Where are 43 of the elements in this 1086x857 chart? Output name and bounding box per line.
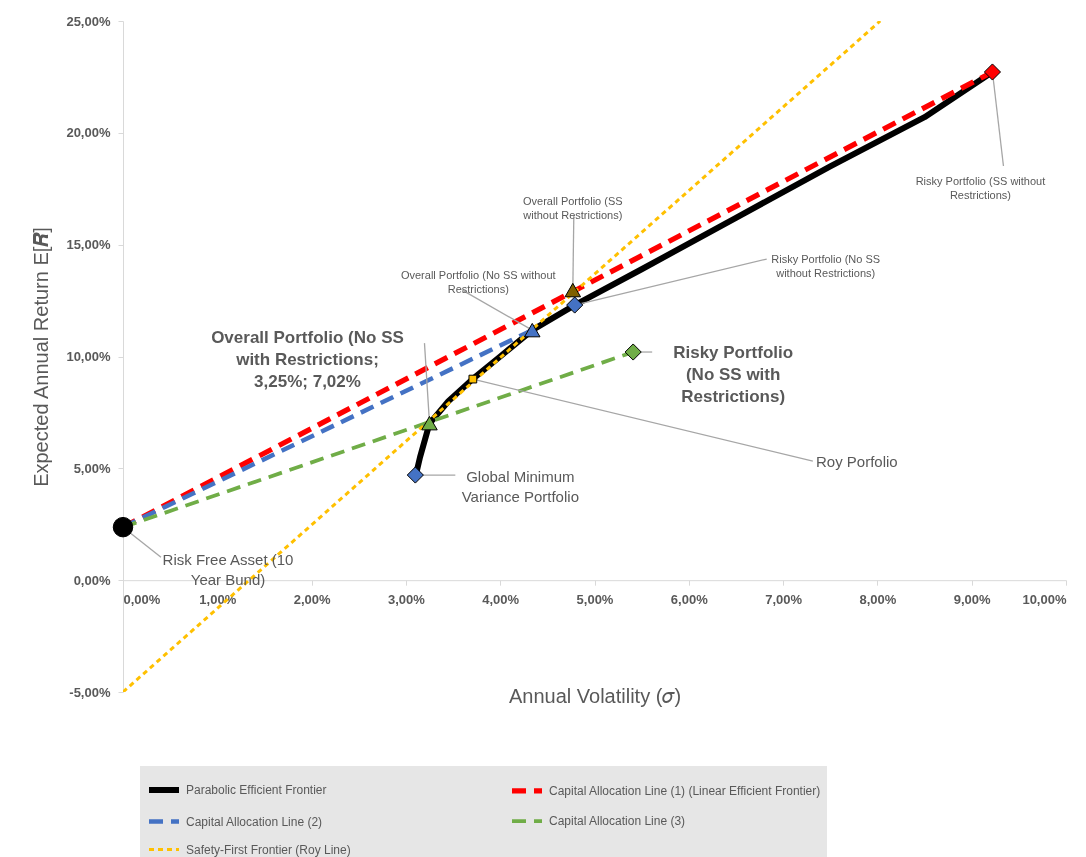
y-tick-label: 25,00%	[66, 13, 111, 29]
annotation: Overall Portfolio (No SS without Restrictions)	[400, 269, 556, 296]
y-tick-label: 20,00%	[66, 125, 111, 141]
x-tick-label: 7,00%	[765, 591, 803, 607]
y-axis-title: Expected Annual Return E[𝑹]	[30, 227, 53, 487]
x-tick-label: 6,00%	[670, 591, 709, 607]
y-tick-label: 0,00%	[73, 572, 111, 588]
x-tick-label: 10,00%	[1022, 591, 1067, 607]
annotation: Risky Portfolio (SS without Restrictions)	[915, 175, 1046, 202]
legend-label: Parabolic Efficient Frontier	[186, 783, 327, 797]
point	[421, 415, 438, 431]
legend-label: Capital Allocation Line (2)	[186, 814, 323, 829]
annotation: Risky Portfolio (No SS with Restrictions)	[673, 343, 794, 407]
annotation: Roy Porfolio	[816, 453, 898, 471]
point	[524, 322, 541, 338]
x-tick-label: 2,00%	[293, 591, 331, 607]
x-tick-label: 3,00%	[387, 591, 426, 607]
y-tick-label: 5,00%	[73, 460, 111, 476]
annotation: Overall Portfolio (No SS with Restrictions; 3,25%; 7,02%	[211, 328, 404, 392]
annotation: Global Minimum Variance Portfolio	[461, 468, 579, 505]
point	[624, 343, 642, 361]
y-tick-label: 15,00%	[66, 237, 111, 253]
x-tick-label: 4,00%	[482, 591, 520, 607]
x-tick-label: 0,00%	[123, 591, 161, 607]
point	[566, 296, 584, 314]
point	[112, 516, 134, 538]
x-tick-label: 5,00%	[576, 591, 614, 607]
legend-label: Capital Allocation Line (1) (Linear Efficient Frontier)	[549, 783, 821, 798]
annotation: Overall Portfolio (SS without Restrictions)	[522, 195, 623, 222]
x-tick-label: 9,00%	[953, 591, 992, 607]
annotation: Risky Portfolio (No SS without Restrictions)	[771, 253, 881, 280]
x-tick-label: 8,00%	[859, 591, 897, 607]
point	[406, 466, 424, 484]
point	[983, 63, 1002, 81]
x-axis-title: Annual Volatility (𝜎)	[508, 684, 682, 707]
point	[564, 282, 582, 298]
legend-label: Safety-First Frontier (Roy Line)	[186, 842, 351, 857]
annotation: Risk Free Asset (10 Year Bund)	[162, 551, 294, 588]
y-tick-label: 10,00%	[66, 349, 111, 364]
y-tick-label: -5,00%	[69, 684, 111, 700]
legend-label: Capital Allocation Line (3)	[549, 814, 686, 828]
point	[468, 374, 478, 384]
x-tick-label: 1,00%	[199, 591, 237, 607]
